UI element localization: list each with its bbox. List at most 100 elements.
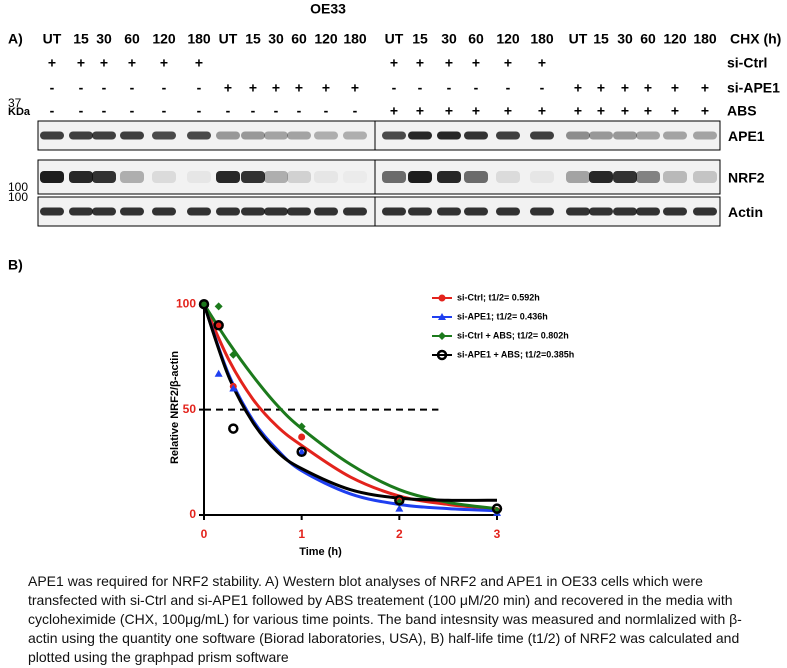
sign: + (538, 55, 546, 71)
point (228, 423, 239, 434)
lane-label: 60 (640, 31, 656, 47)
sign: + (224, 80, 232, 96)
band (152, 131, 176, 140)
row-label: si-Ctrl (727, 55, 767, 71)
lane-label: UT (385, 31, 404, 47)
band (636, 131, 660, 140)
lane-label: 15 (412, 31, 428, 47)
sign: - (50, 80, 55, 96)
point (213, 320, 224, 331)
lane-label: 120 (314, 31, 338, 47)
caption: APE1 was required for NRF2 stability. A)… (28, 573, 742, 665)
point (198, 298, 210, 310)
point (214, 369, 223, 377)
sign: + (621, 103, 629, 119)
sign: - (197, 80, 202, 96)
sign: + (671, 80, 679, 96)
sign: + (644, 103, 652, 119)
point (200, 300, 208, 309)
kda-marker: 100 (8, 180, 28, 194)
point (491, 503, 503, 514)
lane-label: 180 (693, 31, 717, 47)
band (92, 207, 116, 216)
band (216, 131, 240, 140)
band (408, 131, 432, 140)
lane-label: 15 (593, 31, 609, 47)
sign: + (77, 55, 85, 71)
band (693, 131, 717, 140)
band (69, 131, 93, 140)
sign: - (102, 80, 107, 96)
lane-label: 15 (245, 31, 261, 47)
band (496, 207, 520, 216)
sign: - (274, 103, 279, 119)
legend-label: si-APE1 + ABS; t1/2=0.385h (457, 349, 574, 359)
lane-label: UT (219, 31, 238, 47)
sign: + (195, 55, 203, 71)
blot-panel (374, 159, 721, 195)
sign: + (160, 55, 168, 71)
band (636, 207, 660, 216)
y-tick-label: 0 (189, 507, 196, 521)
sign: + (574, 103, 582, 119)
lane-label: 30 (441, 31, 457, 47)
sign: - (474, 80, 479, 96)
fit-curve (202, 303, 498, 511)
x-tick-label: 0 (201, 527, 208, 541)
sign: + (597, 80, 605, 96)
band (530, 171, 554, 183)
band (408, 207, 432, 216)
sign: + (351, 80, 359, 96)
band (343, 131, 367, 140)
band (152, 171, 176, 183)
y-tick-label: 100 (176, 296, 196, 310)
sign: + (644, 80, 652, 96)
lanes-label: CHX (h) (730, 31, 781, 47)
band (264, 207, 288, 216)
band (382, 207, 406, 216)
band (530, 131, 554, 140)
band (40, 171, 64, 183)
lane-label: 60 (291, 31, 307, 47)
band (343, 171, 367, 183)
blot-label: NRF2 (728, 170, 765, 186)
band (187, 207, 211, 216)
band (496, 171, 520, 183)
sign: - (447, 80, 452, 96)
sign: + (504, 103, 512, 119)
band (69, 171, 93, 183)
sign: - (540, 80, 545, 96)
point (215, 321, 223, 329)
band (464, 131, 488, 140)
sign: - (79, 80, 84, 96)
sign: + (322, 80, 330, 96)
lane-label: 180 (187, 31, 211, 47)
band (40, 207, 64, 216)
kda-label: KDa (8, 106, 31, 118)
band (663, 171, 687, 183)
sign: - (130, 103, 135, 119)
lane-label: 120 (152, 31, 176, 47)
sign: + (295, 80, 303, 96)
row-label: si-APE1 (727, 80, 780, 96)
sign: + (128, 55, 136, 71)
sign: - (297, 103, 302, 119)
band (663, 207, 687, 216)
band (636, 171, 660, 183)
lane-label: 120 (496, 31, 520, 47)
sign: + (100, 55, 108, 71)
point (296, 446, 307, 458)
sign: + (390, 103, 398, 119)
band (566, 171, 590, 183)
x-tick-label: 2 (396, 527, 403, 541)
band (264, 171, 288, 183)
sign: + (472, 55, 480, 71)
lane-label: 120 (663, 31, 687, 47)
sign: - (392, 80, 397, 96)
chart-background (175, 262, 555, 567)
band (314, 207, 338, 216)
sign: + (701, 103, 709, 119)
lane-label: 15 (73, 31, 89, 47)
band (496, 131, 520, 140)
lane-label: 60 (124, 31, 140, 47)
